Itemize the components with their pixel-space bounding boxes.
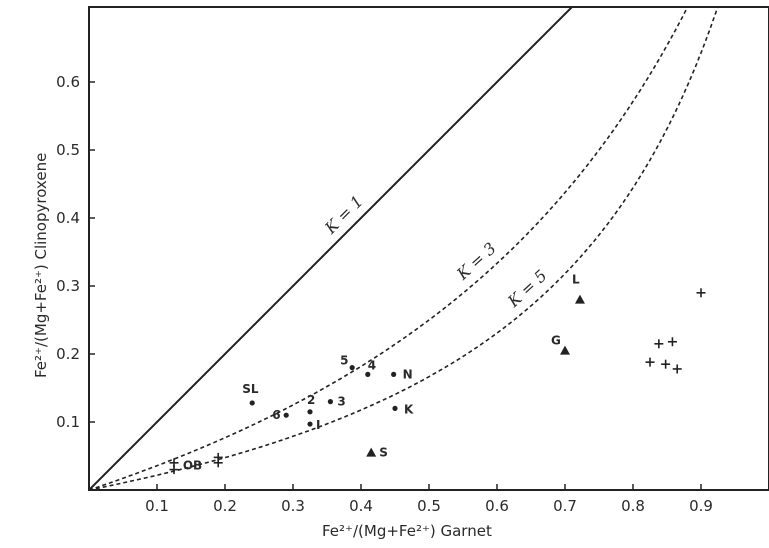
y-tick-label: 0.2 bbox=[56, 345, 80, 363]
ticks-layer: 0.1 0.2 0.3 0.4 0.5 0.6 0.7 0.8 0.9 0.1 0.2 0.3 0.4 0… bbox=[56, 73, 713, 515]
cross-point bbox=[654, 339, 664, 349]
marks-layer bbox=[169, 288, 706, 475]
x-tick-label: 0.5 bbox=[417, 497, 441, 515]
y-tick-label: 0.1 bbox=[56, 413, 80, 431]
dot-label: 2 bbox=[307, 393, 315, 407]
triangle-label: L bbox=[572, 273, 580, 287]
y-tick-label: 0.4 bbox=[56, 209, 80, 227]
plot-frame bbox=[88, 6, 769, 491]
dot-label: SL bbox=[242, 382, 259, 396]
curve-label-k-1: K = 1 bbox=[320, 192, 366, 238]
curve-label-k-3: K = 3 bbox=[452, 239, 499, 284]
dot-point bbox=[249, 400, 255, 406]
x-tick-label: 0.2 bbox=[213, 497, 237, 515]
curve-k-5 bbox=[89, 7, 719, 490]
x-tick-label: 0.7 bbox=[553, 497, 577, 515]
x-tick-label: 0.4 bbox=[349, 497, 373, 515]
y-axis-title: Fe²⁺/(Mg+Fe²⁺) Clinopyroxene bbox=[32, 153, 50, 378]
x-tick-label: 0.6 bbox=[485, 497, 509, 515]
x-tick-label: 0.9 bbox=[689, 497, 713, 515]
curve-k-3 bbox=[89, 7, 689, 490]
triangle-point bbox=[366, 447, 377, 457]
triangle-label: G bbox=[551, 334, 561, 348]
cross-point bbox=[213, 458, 223, 468]
curve-k-1 bbox=[89, 7, 574, 490]
triangle-point bbox=[574, 294, 585, 304]
x-axis-title: Fe²⁺/(Mg+Fe²⁺) Garnet bbox=[322, 522, 492, 540]
y-tick-label: 0.6 bbox=[56, 73, 80, 91]
cross-point bbox=[645, 357, 655, 367]
dot-point bbox=[365, 371, 371, 377]
y-tick-label: 0.5 bbox=[56, 141, 80, 159]
dot-label: N bbox=[403, 367, 413, 381]
x-tick-label: 0.1 bbox=[145, 497, 169, 515]
cross-point bbox=[169, 465, 179, 475]
x-tick-label: 0.8 bbox=[621, 497, 645, 515]
triangle-point bbox=[560, 345, 570, 355]
triangle-label: S bbox=[379, 446, 388, 460]
x-tick-label: 0.3 bbox=[281, 497, 305, 515]
dot-label: 3 bbox=[337, 395, 345, 409]
dot-label: K bbox=[404, 402, 414, 416]
cross-point bbox=[696, 288, 706, 298]
dot-label: I bbox=[316, 418, 320, 432]
dot-point bbox=[391, 371, 397, 377]
cross-point bbox=[672, 364, 682, 374]
cross-group-label: OB bbox=[183, 459, 202, 473]
cross-point bbox=[667, 337, 677, 347]
dot-point bbox=[307, 421, 313, 427]
curve-label-k-5: K = 5 bbox=[503, 266, 550, 312]
dot-label: 6 bbox=[272, 408, 280, 422]
dot-label: 5 bbox=[340, 354, 348, 368]
curves-layer bbox=[89, 7, 719, 490]
dot-point bbox=[307, 409, 313, 415]
dot-point bbox=[392, 405, 398, 411]
cross-point bbox=[661, 359, 671, 369]
dot-point bbox=[283, 412, 289, 418]
y-tick-label: 0.3 bbox=[56, 277, 80, 295]
dot-label: 4 bbox=[368, 358, 376, 372]
dot-point bbox=[349, 365, 355, 371]
dot-point bbox=[327, 399, 333, 405]
